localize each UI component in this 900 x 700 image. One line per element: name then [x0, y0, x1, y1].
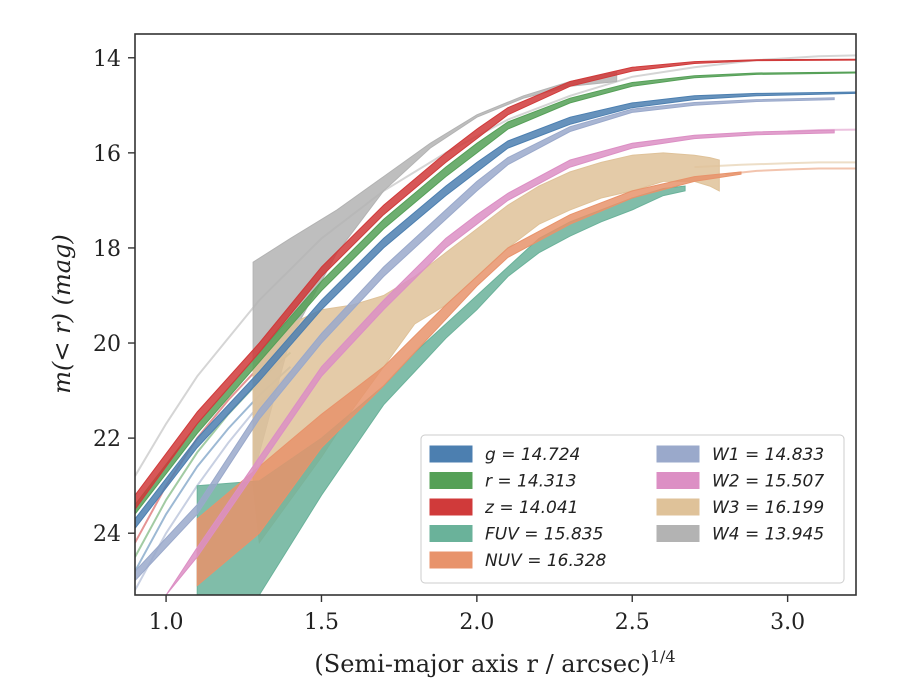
band-r — [135, 71, 856, 516]
legend-swatch-r — [429, 472, 473, 489]
x-axis-label-text: (Semi-major axis r / arcsec) — [314, 650, 649, 678]
legend-label-w4: W4 = 13.945 — [712, 525, 824, 545]
x-axis-label-superscript: 1/4 — [650, 647, 676, 666]
legend-swatch-fuv — [429, 525, 473, 542]
legend-label-nuv: NUV = 16.328 — [485, 551, 607, 571]
legend-swatch-nuv — [429, 551, 473, 569]
x-tick-label: 1.5 — [304, 610, 339, 635]
y-tick-label: 22 — [93, 427, 121, 452]
x-tick-label: 2.5 — [615, 610, 650, 635]
x-axis-label: (Semi-major axis r / arcsec)1/4 — [314, 647, 675, 678]
x-tick-label: 3.0 — [770, 610, 805, 635]
x-tick-label: 1.0 — [149, 610, 184, 635]
band-fuv — [196, 185, 686, 595]
y-axis: 14 16 18 20 22 24 — [93, 47, 135, 547]
x-axis: 1.0 1.5 2.0 2.5 3.0 — [149, 595, 805, 635]
legend-label-fuv: FUV = 15.835 — [485, 525, 603, 545]
plot-frame — [134, 33, 857, 596]
legend-label-r: r = 14.313 — [485, 472, 577, 492]
band-w2 — [165, 129, 835, 595]
legend-swatch-w4 — [656, 525, 700, 542]
legend-label-w1: W1 = 14.833 — [712, 445, 824, 465]
legend-label-w3: W3 = 16.199 — [712, 498, 824, 518]
legend: g = 14.724 r = 14.313 z = 14.041 FUV = 15.8… — [420, 434, 845, 584]
band-nuv — [196, 171, 742, 587]
curve-nuv-extrapolation — [725, 167, 856, 176]
legend-label-g: g = 14.724 — [485, 445, 580, 465]
y-tick-label: 14 — [93, 47, 121, 72]
band-w1 — [135, 97, 835, 582]
x-tick-label: 2.0 — [459, 610, 494, 635]
y-axis-label: m(< r) (mag) — [48, 234, 76, 393]
band-z — [135, 58, 856, 511]
legend-swatch-w2 — [656, 472, 700, 489]
legend-label-z: z = 14.041 — [484, 498, 578, 518]
band-g — [135, 91, 856, 530]
legend-swatch-w1 — [656, 445, 700, 463]
legend-box — [420, 434, 845, 584]
legend-label-w2: W2 = 15.507 — [712, 472, 824, 492]
y-tick-label: 24 — [93, 522, 121, 547]
curve-w3-extrapolation — [694, 161, 856, 169]
y-tick-label: 18 — [93, 237, 121, 262]
legend-swatch-z — [429, 498, 473, 516]
y-tick-label: 16 — [93, 142, 121, 167]
y-tick-label: 20 — [93, 332, 121, 357]
series-layer — [135, 58, 856, 595]
legend-swatch-w3 — [656, 498, 700, 516]
legend-swatch-g — [429, 445, 473, 463]
